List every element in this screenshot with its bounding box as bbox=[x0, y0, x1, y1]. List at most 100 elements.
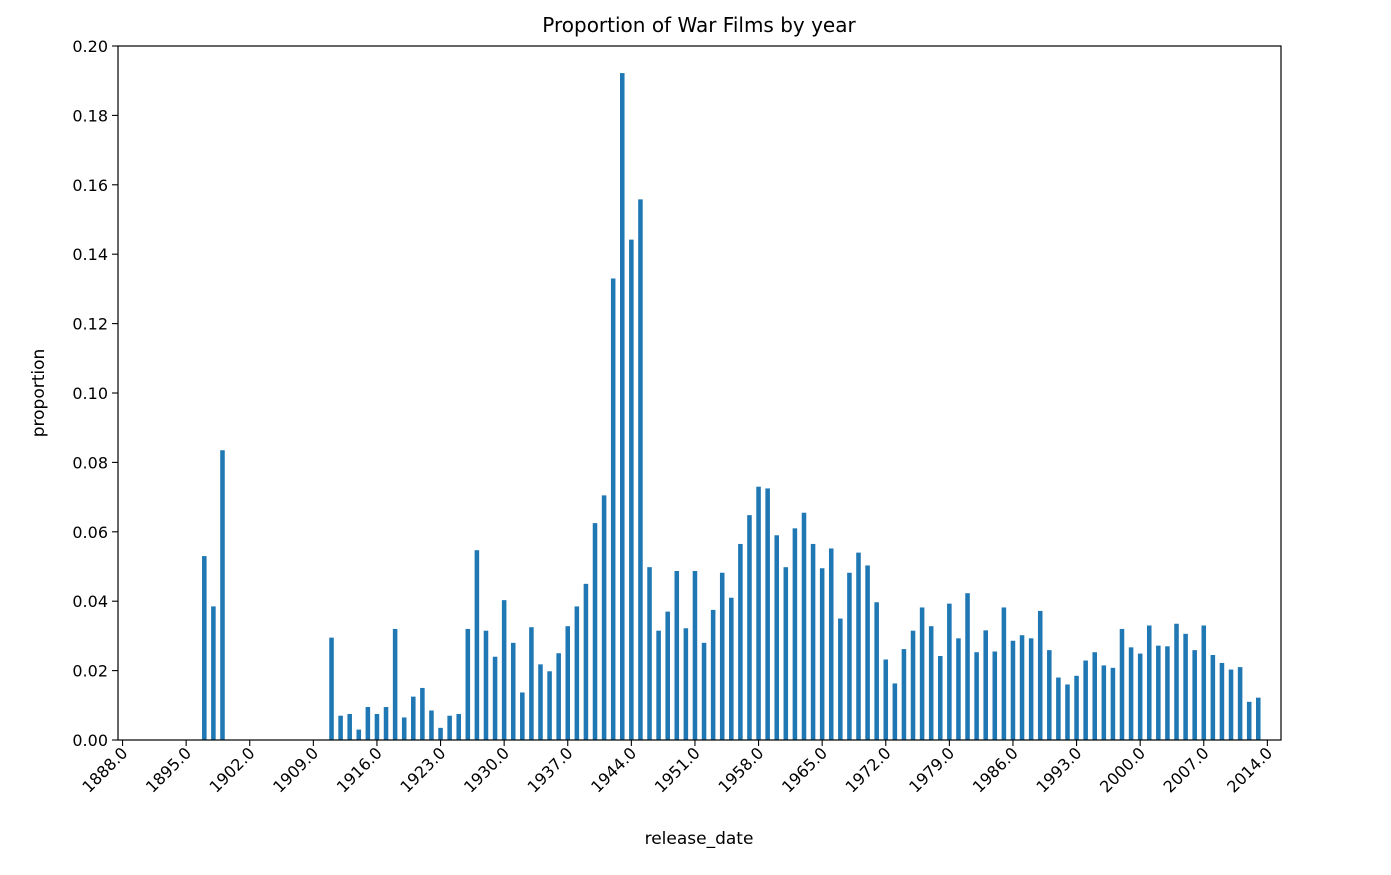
bar bbox=[474, 550, 480, 740]
y-tick-label: 0.08 bbox=[72, 453, 108, 472]
bar bbox=[638, 199, 643, 740]
bar bbox=[1010, 640, 1016, 740]
bar bbox=[847, 572, 852, 740]
bar bbox=[574, 606, 580, 740]
bar bbox=[411, 696, 416, 741]
bar bbox=[1183, 633, 1188, 740]
bar bbox=[365, 707, 371, 740]
bars-group bbox=[202, 73, 1261, 741]
y-tick-label: 0.10 bbox=[72, 384, 108, 403]
bar bbox=[1228, 669, 1234, 740]
bar bbox=[374, 713, 380, 740]
bar bbox=[1128, 647, 1134, 740]
bar bbox=[202, 556, 207, 740]
bar bbox=[429, 710, 434, 740]
bar bbox=[438, 727, 443, 740]
bar bbox=[565, 626, 571, 740]
bar bbox=[538, 664, 543, 740]
x-tick-label: 1972.0 bbox=[842, 743, 895, 796]
bar bbox=[665, 611, 670, 740]
bar bbox=[501, 600, 507, 740]
bar bbox=[556, 653, 561, 740]
x-tick-label: 1923.0 bbox=[396, 743, 449, 796]
bar bbox=[601, 495, 607, 740]
y-tick-label: 0.04 bbox=[72, 592, 108, 611]
bar bbox=[692, 571, 698, 740]
bar bbox=[583, 583, 589, 740]
bar bbox=[1074, 675, 1079, 740]
bar bbox=[1256, 697, 1261, 740]
y-tick-label: 0.00 bbox=[72, 731, 108, 750]
bar bbox=[928, 626, 934, 740]
bar bbox=[810, 543, 816, 740]
x-tick-label: 1916.0 bbox=[333, 743, 386, 796]
bar bbox=[1165, 646, 1170, 740]
y-tick-label: 0.18 bbox=[72, 106, 108, 125]
bar bbox=[710, 609, 716, 741]
bar bbox=[1119, 628, 1125, 740]
bar bbox=[765, 488, 770, 740]
plot-frame bbox=[117, 45, 1282, 741]
x-tick-label: 1895.0 bbox=[142, 743, 195, 796]
x-tick-label: 1993.0 bbox=[1032, 743, 1085, 796]
bar bbox=[1146, 625, 1152, 740]
bar bbox=[1174, 623, 1179, 740]
bar bbox=[1137, 653, 1143, 740]
bar bbox=[356, 729, 362, 740]
bar bbox=[338, 715, 343, 740]
bar bbox=[1037, 610, 1043, 740]
bar bbox=[919, 607, 925, 740]
bar bbox=[901, 649, 907, 740]
bar bbox=[629, 239, 634, 740]
bar bbox=[747, 515, 752, 740]
bar bbox=[874, 602, 879, 740]
bar bbox=[1192, 650, 1197, 740]
bar bbox=[892, 683, 898, 740]
bar bbox=[492, 656, 498, 740]
x-tick-label: 1902.0 bbox=[206, 743, 259, 796]
y-axis-label: proportion bbox=[29, 349, 49, 438]
bar bbox=[947, 603, 952, 740]
bar bbox=[483, 630, 489, 740]
x-tick-label: 2014.0 bbox=[1223, 743, 1276, 796]
bar bbox=[1201, 625, 1207, 740]
bar bbox=[883, 659, 889, 740]
y-tick-label: 0.16 bbox=[72, 176, 108, 195]
x-axis: 1888.0 1895.0 1902.0 1909.0 1916.0 1923.0 1930… bbox=[78, 740, 1276, 796]
bar bbox=[1047, 650, 1052, 740]
bar bbox=[819, 568, 825, 740]
y-tick-label: 0.12 bbox=[72, 315, 108, 334]
bar bbox=[547, 671, 552, 740]
bar bbox=[1156, 645, 1161, 740]
bar bbox=[992, 651, 998, 740]
bar bbox=[529, 627, 534, 740]
bar bbox=[674, 571, 680, 740]
bar bbox=[392, 628, 398, 740]
bar bbox=[1019, 635, 1025, 740]
x-tick-label: 1979.0 bbox=[905, 743, 958, 796]
x-tick-label: 1888.0 bbox=[78, 743, 131, 796]
bar bbox=[1001, 607, 1007, 740]
bar bbox=[729, 597, 734, 740]
y-tick-label: 0.20 bbox=[72, 37, 108, 56]
bar bbox=[983, 630, 988, 740]
bar bbox=[865, 565, 870, 740]
bar bbox=[456, 713, 461, 740]
x-tick-label: 1930.0 bbox=[460, 743, 513, 796]
y-tick-label: 0.14 bbox=[72, 245, 108, 264]
bar bbox=[347, 713, 352, 740]
y-axis: 0.00 0.02 0.04 0.06 0.08 0.10 0.12 0.14 0.16 0.18… bbox=[72, 37, 118, 750]
bar bbox=[1056, 677, 1061, 740]
bar bbox=[383, 707, 389, 740]
bar bbox=[447, 715, 452, 740]
x-tick-label: 1986.0 bbox=[969, 743, 1022, 796]
x-tick-label: 1937.0 bbox=[524, 743, 577, 796]
bar bbox=[1110, 667, 1116, 740]
bar bbox=[838, 618, 843, 740]
x-tick-label: 1951.0 bbox=[651, 743, 704, 796]
bar bbox=[211, 606, 216, 740]
bar bbox=[1065, 684, 1070, 740]
bar bbox=[1028, 638, 1034, 740]
bar bbox=[965, 593, 970, 740]
